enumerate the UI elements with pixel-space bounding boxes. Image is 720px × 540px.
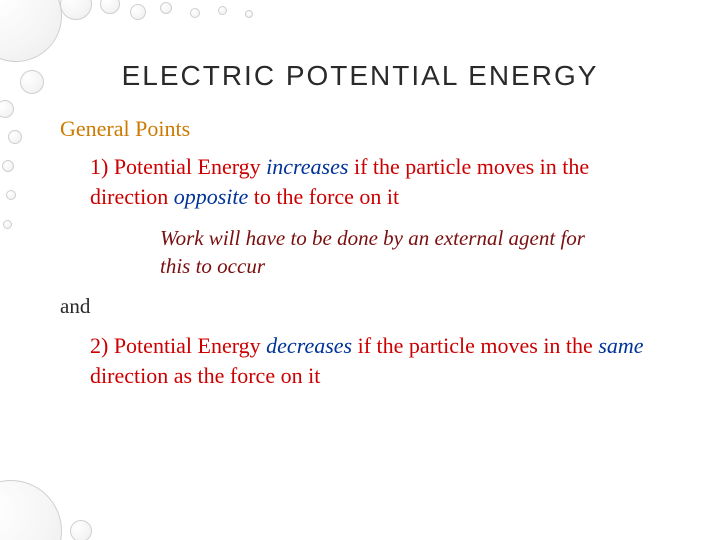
point-2-mid: if the particle moves in the: [352, 333, 598, 358]
point-2-prefix: 2) Potential Energy: [90, 333, 266, 358]
point-1-note: Work will have to be done by an external…: [160, 225, 600, 280]
point-2: 2) Potential Energy decreases if the par…: [90, 331, 650, 390]
point-1-prefix: 1) Potential Energy: [90, 154, 266, 179]
slide-content: ELECTRIC POTENTIAL ENERGY General Points…: [0, 0, 720, 540]
point-1-suffix: to the force on it: [248, 184, 399, 209]
point-2-key-1: decreases: [266, 333, 352, 358]
point-2-suffix: direction as the force on it: [90, 363, 320, 388]
point-1: 1) Potential Energy increases if the par…: [90, 152, 650, 211]
point-2-key-2: same: [598, 333, 643, 358]
point-1-key-1: increases: [266, 154, 348, 179]
section-subheading: General Points: [60, 116, 670, 142]
connector-and: and: [60, 294, 670, 319]
point-1-key-2: opposite: [174, 184, 249, 209]
slide-title: ELECTRIC POTENTIAL ENERGY: [50, 60, 670, 92]
